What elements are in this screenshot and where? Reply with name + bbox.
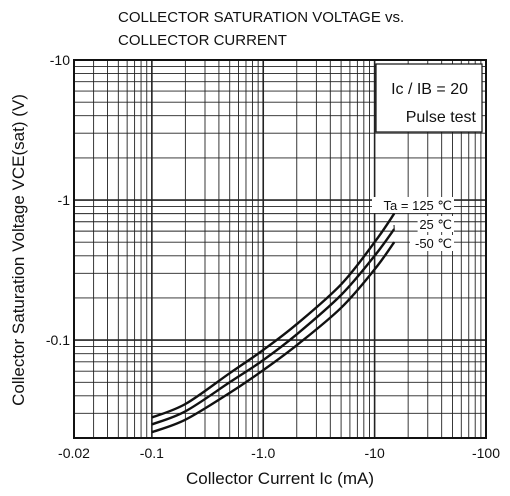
curve-labels: Ta = 125 ℃ 25 ℃ -50 ℃ <box>372 197 454 251</box>
curve-series-3 <box>151 241 396 434</box>
plot-frame <box>73 59 487 439</box>
annotation-box: Ic / IB = 20 Pulse test <box>375 63 483 133</box>
x-tick-label: -10 <box>365 445 385 461</box>
x-tick-labels: -0.02 -0.1 -1.0 -10 -100 <box>58 445 500 461</box>
y-tick-label: -1 <box>58 192 71 208</box>
curve-label: -50 ℃ <box>415 236 452 251</box>
annotation-test: Pulse test <box>406 109 477 126</box>
curve-label-bg <box>372 197 454 213</box>
x-axis-label: Collector Current Ic (mA) <box>186 469 374 488</box>
annotation-box-background <box>375 63 483 133</box>
grid-lines <box>74 60 486 438</box>
curve-label: Ta = 125 ℃ <box>384 198 452 213</box>
curve-label-bg <box>417 216 454 232</box>
curve-label: 25 ℃ <box>419 217 452 232</box>
chart-title-line2: COLLECTOR CURRENT <box>118 32 287 49</box>
x-tick-label: -0.02 <box>58 445 90 461</box>
annotation-ratio: Ic / IB = 20 <box>391 81 468 98</box>
curve-series-1 <box>151 212 396 419</box>
y-axis-label: Collector Saturation Voltage VCE(sat) (V… <box>9 94 28 406</box>
y-tick-labels: -10 -1 -0.1 <box>46 52 70 348</box>
curve-series-2 <box>151 228 396 426</box>
x-tick-label: -1.0 <box>251 445 275 461</box>
x-tick-label: -0.1 <box>140 445 164 461</box>
chart-title-line1: COLLECTOR SATURATION VOLTAGE vs. <box>118 9 404 26</box>
y-tick-label: -10 <box>50 52 70 68</box>
y-tick-label: -0.1 <box>46 332 70 348</box>
curves <box>151 212 396 434</box>
curve-label-bg <box>410 235 454 251</box>
x-tick-label: -100 <box>472 445 500 461</box>
